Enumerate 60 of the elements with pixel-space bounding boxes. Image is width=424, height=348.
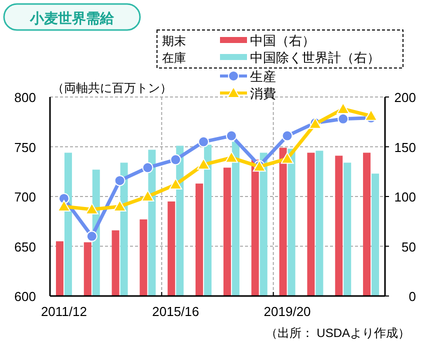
- x-tick-label: 2019/20: [264, 304, 311, 319]
- point: [114, 175, 126, 186]
- bar: [363, 152, 371, 296]
- bar: [204, 144, 212, 296]
- bar: [316, 150, 324, 296]
- legend-label: 中国除く世界計（右）: [250, 50, 380, 65]
- point: [85, 202, 98, 214]
- bar: [168, 201, 176, 296]
- bar: [232, 142, 240, 296]
- bar: [84, 242, 92, 296]
- point: [197, 158, 210, 170]
- point: [113, 200, 126, 212]
- point: [86, 230, 98, 242]
- point: [169, 178, 182, 190]
- bar: [288, 148, 296, 296]
- bar: [279, 148, 287, 296]
- y-tick-label: 600: [14, 289, 36, 304]
- point: [57, 200, 70, 212]
- y-tick-label: 750: [14, 140, 36, 155]
- point: [282, 130, 293, 142]
- bar: [223, 168, 231, 296]
- point: [336, 102, 350, 114]
- text: （両軸共に百万トン）: [52, 81, 172, 95]
- bar: [307, 152, 315, 296]
- point: [170, 154, 182, 166]
- legend-title: 期末在庫: [162, 34, 186, 65]
- point: [141, 190, 154, 202]
- x-tick-label: 2015/16: [152, 304, 200, 319]
- text: （出所： USDAより作成）: [265, 326, 410, 340]
- point: [364, 109, 378, 121]
- legend-label: 消費: [250, 86, 276, 101]
- bar: [56, 241, 64, 296]
- y2-tick-label: 0: [408, 289, 416, 304]
- bar: [372, 174, 380, 296]
- point: [198, 136, 210, 148]
- y2-tick-label: 150: [394, 140, 416, 155]
- bar: [148, 150, 156, 296]
- chart-title: 小麦世界需給: [29, 10, 115, 26]
- y-tick-label: 650: [14, 239, 36, 254]
- point: [338, 113, 349, 124]
- y2-tick-label: 200: [394, 90, 416, 105]
- bar: [344, 162, 352, 296]
- bar: [140, 219, 148, 296]
- bar: [112, 230, 120, 296]
- point: [226, 130, 237, 142]
- y2-tick-label: 100: [394, 190, 416, 204]
- legend-label: 生産: [250, 69, 276, 84]
- y-tick-label: 700: [14, 190, 36, 204]
- y-tick-label: 800: [14, 90, 36, 105]
- x-tick-label: 2011/12: [40, 304, 87, 319]
- bar: [260, 152, 268, 296]
- legend-label: 中国（右）: [250, 33, 315, 48]
- point: [280, 152, 294, 164]
- y2-tick-label: 50: [402, 239, 416, 254]
- bar: [251, 160, 259, 296]
- bar: [64, 152, 72, 296]
- point: [142, 162, 154, 174]
- point: [224, 151, 238, 163]
- bar: [335, 156, 343, 296]
- bar: [196, 184, 204, 296]
